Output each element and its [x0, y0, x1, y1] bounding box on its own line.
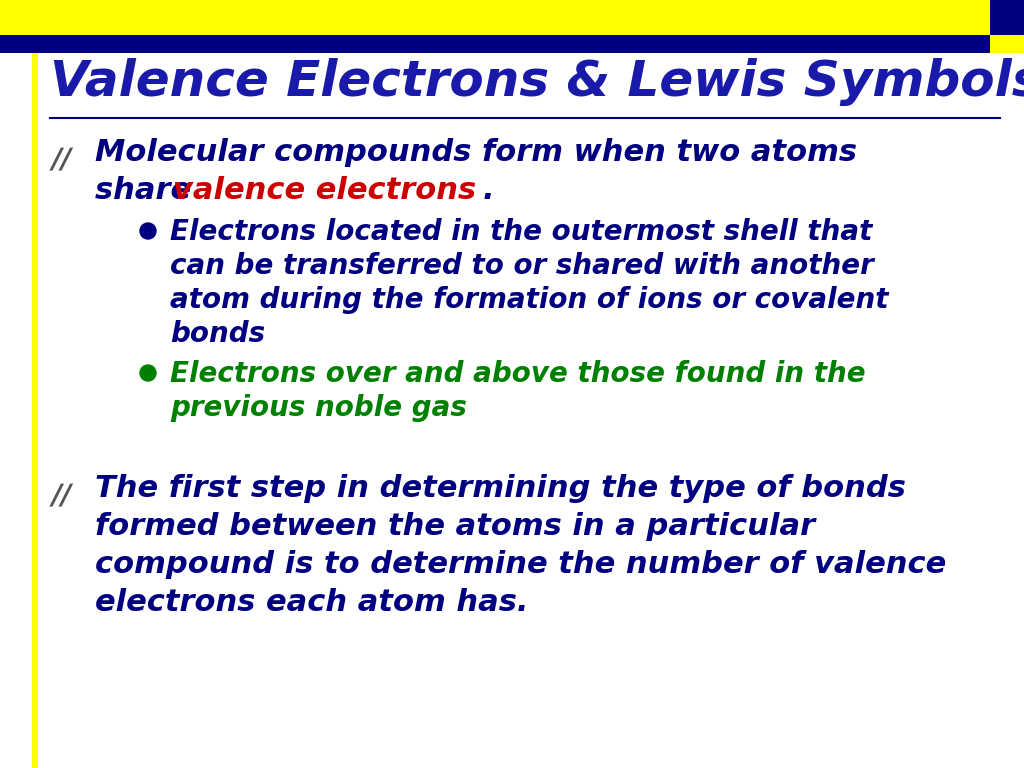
- Text: share: share: [95, 176, 202, 205]
- Text: .: .: [483, 176, 495, 205]
- Text: bonds: bonds: [170, 320, 265, 348]
- Text: atom during the formation of ions or covalent: atom during the formation of ions or cov…: [170, 286, 889, 314]
- Circle shape: [140, 223, 156, 239]
- Text: previous noble gas: previous noble gas: [170, 394, 467, 422]
- Text: valence electrons: valence electrons: [173, 176, 476, 205]
- Text: ∕∕: ∕∕: [52, 146, 73, 174]
- Text: formed between the atoms in a particular: formed between the atoms in a particular: [95, 512, 815, 541]
- Bar: [990, 35, 1024, 53]
- Circle shape: [140, 365, 156, 381]
- Bar: [990, 0, 1024, 35]
- Bar: [32, 53, 38, 768]
- Text: The first step in determining the type of bonds: The first step in determining the type o…: [95, 474, 906, 503]
- Text: electrons each atom has.: electrons each atom has.: [95, 588, 528, 617]
- Bar: [0, 35, 1024, 53]
- Text: Valence Electrons & Lewis Symbols: Valence Electrons & Lewis Symbols: [50, 58, 1024, 106]
- Bar: [0, 0, 1024, 35]
- Text: compound is to determine the number of valence: compound is to determine the number of v…: [95, 550, 946, 579]
- Text: Molecular compounds form when two atoms: Molecular compounds form when two atoms: [95, 138, 857, 167]
- Text: Electrons located in the outermost shell that: Electrons located in the outermost shell…: [170, 218, 872, 246]
- Text: Electrons over and above those found in the: Electrons over and above those found in …: [170, 360, 865, 388]
- Text: ∕∕: ∕∕: [52, 482, 73, 510]
- Text: can be transferred to or shared with another: can be transferred to or shared with ano…: [170, 252, 873, 280]
